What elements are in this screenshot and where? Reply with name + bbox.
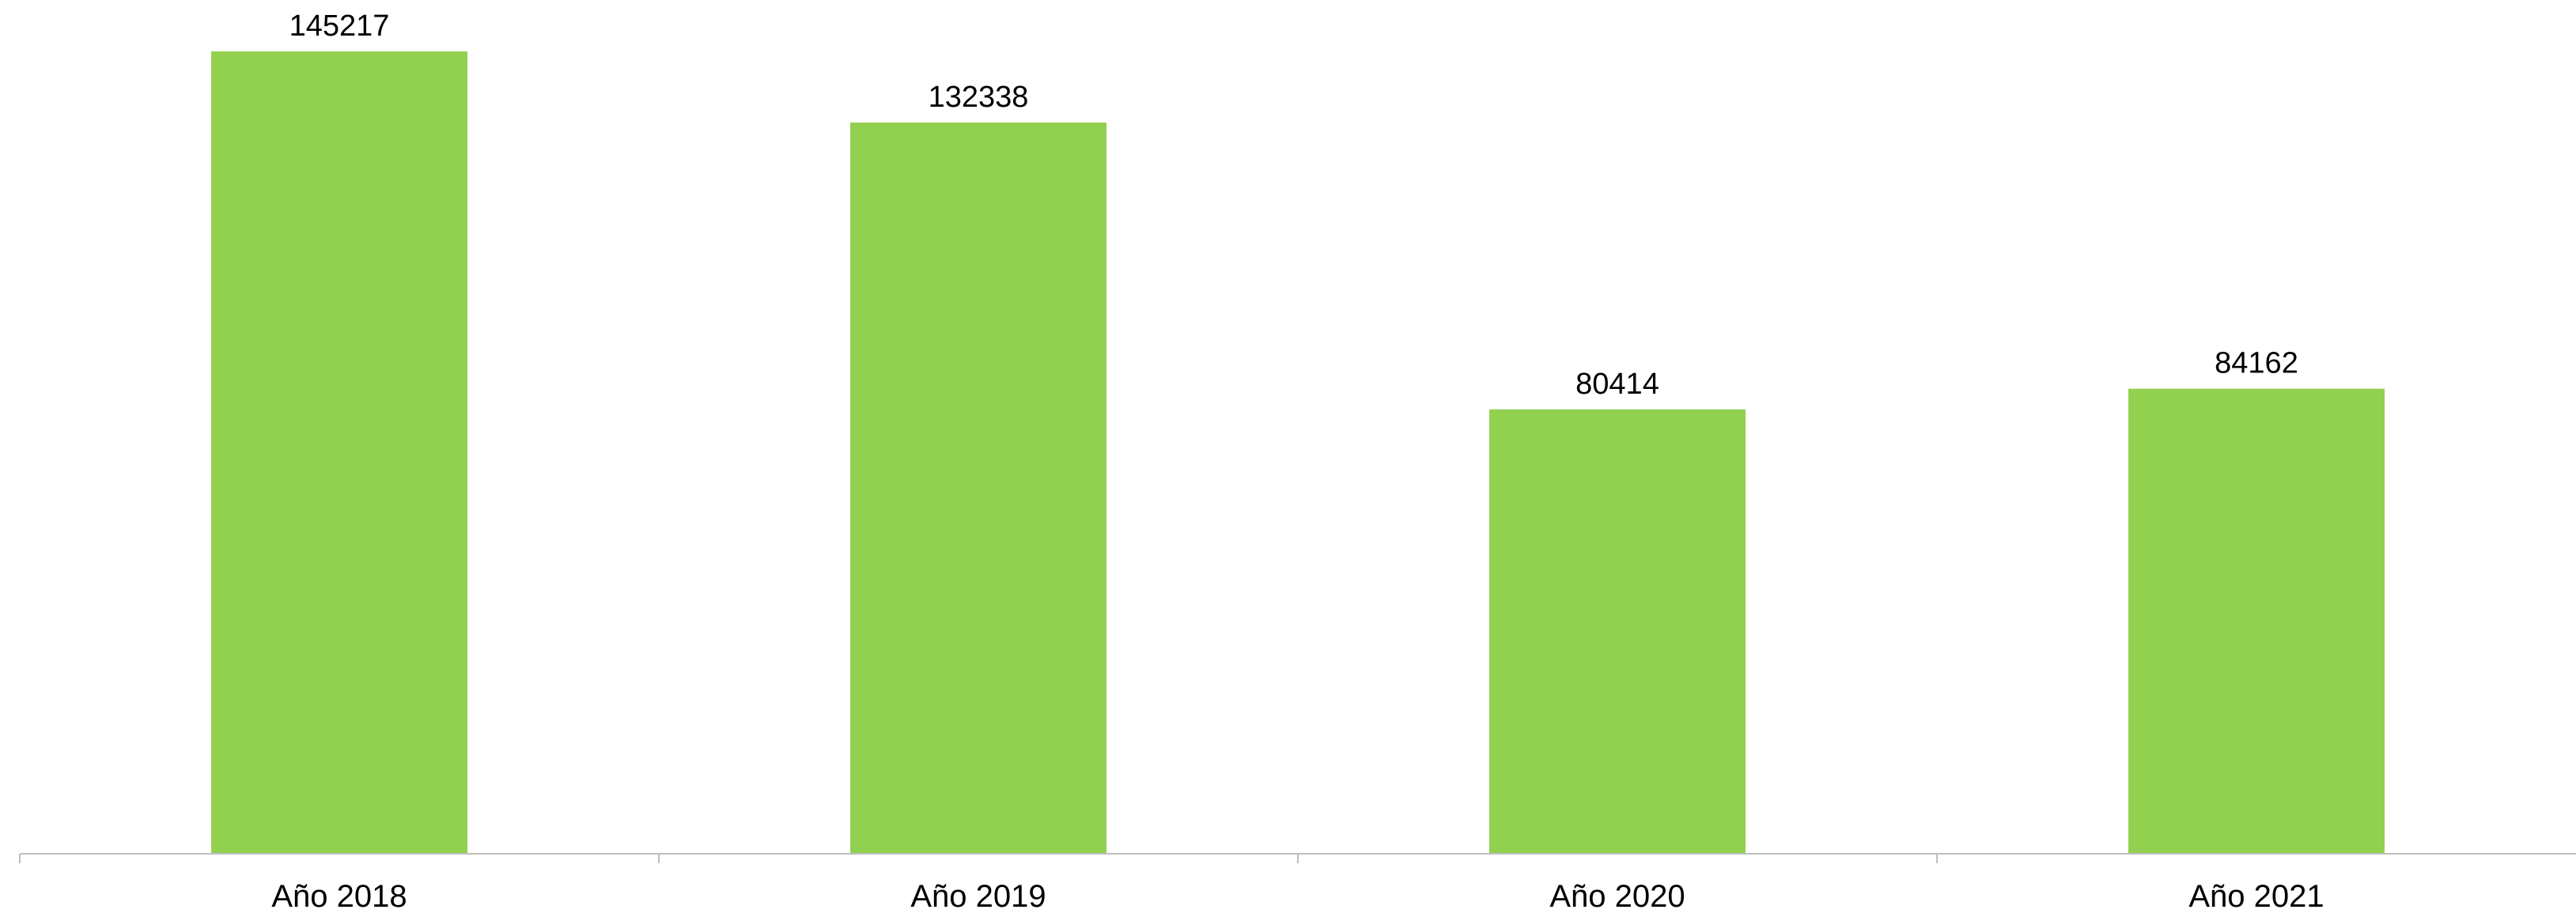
bar-1 (850, 123, 1106, 854)
bars-group (211, 51, 2385, 854)
data-labels-group: 145217 132338 80414 84162 (289, 9, 2298, 401)
data-label-2: 80414 (1575, 368, 1659, 401)
x-tick-label-1: Año 2019 (910, 879, 1046, 914)
x-axis-tick-labels: Año 2018 Año 2019 Año 2020 Año 2021 (271, 879, 2324, 914)
bar-0 (211, 51, 467, 854)
data-label-1: 132338 (929, 81, 1029, 114)
x-axis (19, 853, 2576, 863)
bar-2 (1489, 409, 1746, 854)
data-label-3: 84162 (2215, 347, 2298, 380)
bar-3 (2128, 388, 2385, 854)
x-axis-ticks (19, 854, 1938, 863)
x-tick-label-2: Año 2020 (1549, 879, 1685, 914)
x-tick-label-3: Año 2021 (2188, 879, 2324, 914)
data-label-0: 145217 (289, 9, 390, 43)
x-tick-label-0: Año 2018 (271, 879, 407, 914)
